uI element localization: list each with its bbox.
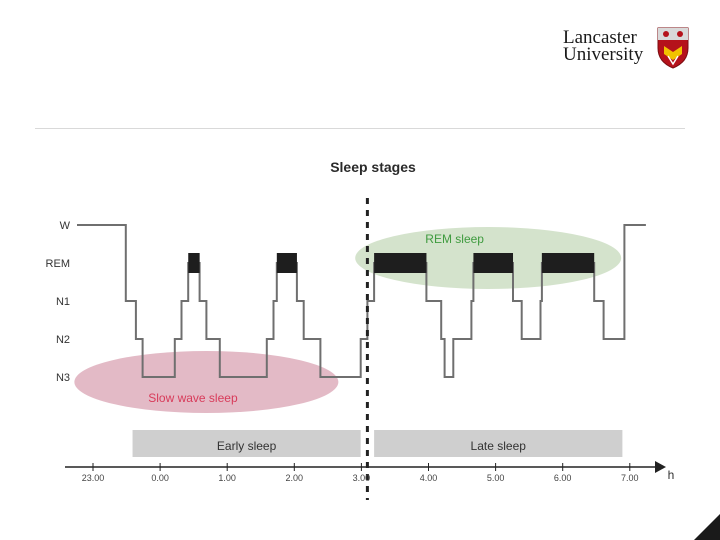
- rem-block: [374, 253, 427, 273]
- late-sleep-band: [374, 430, 623, 457]
- x-tick-label: 23.00: [82, 473, 105, 483]
- stage-label-n2: N2: [56, 334, 70, 346]
- x-axis-arrow: [655, 461, 666, 473]
- x-axis-label: h: [668, 468, 675, 482]
- rem-block: [276, 253, 297, 273]
- late-sleep-label: Late sleep: [471, 439, 527, 453]
- early-sleep-label: Early sleep: [217, 439, 277, 453]
- early-sleep-band: [132, 430, 361, 457]
- x-tick-label: 7.00: [621, 473, 639, 483]
- rem-sleep-label: REM sleep: [425, 232, 484, 246]
- header-divider: [35, 128, 685, 129]
- slow-wave-region: [74, 351, 339, 413]
- stage-label-n1: N1: [56, 296, 70, 308]
- university-crest-icon: [657, 27, 689, 69]
- hypnogram-line: [77, 224, 646, 378]
- rem-block: [541, 253, 595, 273]
- x-tick-label: 2.00: [286, 473, 304, 483]
- x-tick-label: 5.00: [487, 473, 505, 483]
- sleep-stages-chart: Slow wave sleep REM sleep Sleep stages W R…: [46, 159, 675, 500]
- x-tick-label: 6.00: [554, 473, 572, 483]
- logo-text-line2: University: [563, 44, 644, 65]
- x-tick-label: 1.00: [218, 473, 236, 483]
- x-tick-label: 0.00: [151, 473, 169, 483]
- x-tick-label: 3.00: [353, 473, 371, 483]
- x-tick-label: 4.00: [420, 473, 438, 483]
- slow-wave-label: Slow wave sleep: [148, 391, 238, 405]
- chart-title: Sleep stages: [330, 159, 416, 175]
- corner-decoration: [694, 514, 720, 540]
- rem-block: [473, 253, 514, 273]
- logo-text-line1: Lancaster: [563, 27, 637, 48]
- rem-block: [188, 253, 200, 273]
- stage-label-rem: REM: [46, 258, 70, 270]
- stage-label-w: W: [60, 220, 71, 232]
- stage-label-n3: N3: [56, 372, 70, 384]
